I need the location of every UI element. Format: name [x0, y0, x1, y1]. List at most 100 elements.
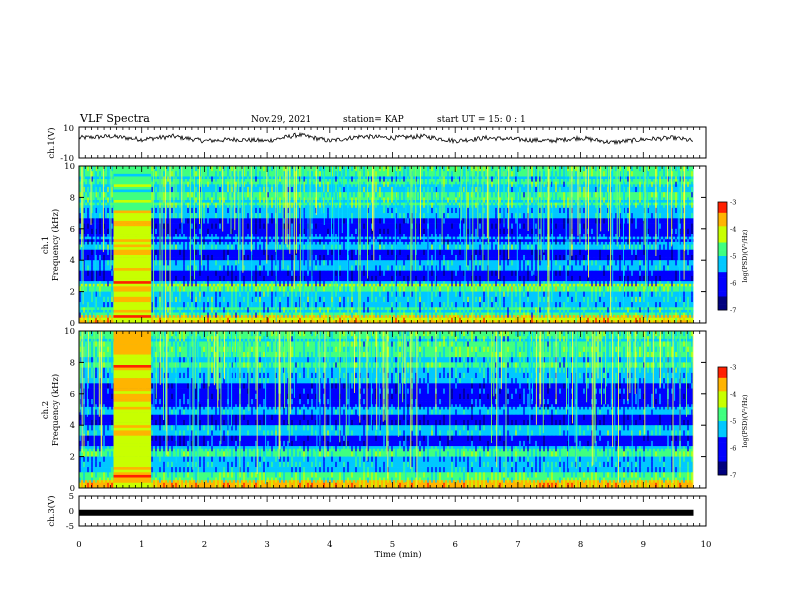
sferic-spike — [394, 166, 396, 311]
spectrogram-cell — [335, 207, 337, 214]
spectrogram-cell — [151, 197, 153, 203]
spectrogram-cell — [247, 207, 249, 214]
spectrogram-cell — [163, 223, 165, 229]
spectrogram-cell — [303, 302, 305, 308]
spectrogram-cell — [323, 281, 325, 287]
spectrogram-cell — [187, 265, 189, 271]
spectrogram-cell — [227, 228, 229, 235]
spectrogram-cell — [195, 270, 197, 276]
spectrogram-cell — [315, 260, 317, 266]
spectrogram-cell — [491, 171, 493, 177]
spectrogram-cell — [635, 291, 637, 297]
spectrogram-cell — [247, 181, 249, 187]
spectrogram-cell — [463, 181, 465, 187]
spectrogram-cell — [431, 228, 433, 235]
spectrogram-cell — [287, 265, 289, 271]
spectrogram-cell — [439, 281, 441, 287]
spectrogram-cell — [227, 181, 229, 187]
spectrogram-cell — [231, 302, 233, 308]
sferic-spike — [275, 166, 277, 322]
spectrogram-cell — [211, 213, 213, 219]
spectrogram-cell — [331, 317, 333, 323]
spectrogram-cell — [539, 218, 541, 224]
spectrogram-cell — [639, 265, 641, 271]
spectrogram-cell — [303, 249, 305, 255]
spectrogram-cell — [555, 260, 557, 266]
spectrogram-cell — [635, 312, 637, 318]
spectrogram-cell — [187, 234, 189, 240]
spectrogram-cell — [523, 312, 525, 318]
spectrogram-cell — [179, 286, 181, 292]
spectrogram-cell — [407, 244, 409, 250]
spectrogram-cell — [675, 234, 677, 240]
spectrogram-cell — [351, 166, 353, 172]
spectrogram-cell — [675, 171, 677, 177]
spectrogram-cell — [179, 192, 181, 198]
spectrogram-cell — [339, 302, 341, 308]
spectrogram-cell — [351, 192, 353, 198]
spectrogram-cell — [671, 291, 673, 297]
spectrogram-cell — [219, 286, 221, 292]
spectrogram-cell — [599, 302, 601, 308]
spectrogram-cell — [183, 286, 185, 292]
spectrogram-cell — [383, 202, 385, 208]
spectrogram-cell — [463, 260, 465, 266]
spectrogram-cell — [607, 260, 609, 266]
spectrogram-cell — [631, 291, 633, 297]
spectrogram-cell — [271, 281, 273, 287]
spectrogram-cell — [243, 213, 245, 219]
spectrogram-cell — [151, 228, 153, 235]
spectrogram-cell — [511, 265, 513, 271]
spectrogram-cell — [263, 270, 265, 276]
spectrogram-cell — [203, 286, 205, 292]
spectrogram-cell — [583, 317, 585, 323]
spectrogram-cell — [407, 202, 409, 208]
spectrogram-cell — [499, 223, 501, 229]
spectrogram-cell — [687, 296, 689, 303]
spectrogram-cell — [167, 249, 169, 255]
spectrogram-cell — [251, 312, 253, 318]
spectrogram-cell — [247, 202, 249, 208]
spectrogram-cell — [231, 317, 233, 323]
spectrogram-cell — [439, 197, 441, 203]
spectrogram-cell — [619, 228, 621, 235]
spectrogram-cell — [295, 296, 297, 303]
spectrogram-cell — [439, 260, 441, 266]
spectrogram-cell — [195, 244, 197, 250]
spectrogram-cell — [163, 307, 165, 313]
spectrogram-cell — [375, 181, 377, 187]
spectrogram-cell — [271, 171, 273, 177]
spectrogram-cell — [559, 286, 561, 292]
spectrogram-cell — [691, 296, 693, 303]
spectrogram-cell — [155, 307, 157, 313]
spectrogram-cell — [431, 244, 433, 250]
spectrogram-cell — [423, 254, 425, 261]
spectrogram-cell — [603, 249, 605, 255]
spectrogram-cell — [279, 296, 281, 303]
spectrogram-cell — [499, 317, 501, 323]
spectrogram-cell — [435, 286, 437, 292]
spectrogram-cell — [87, 218, 89, 224]
spectrogram-cell — [151, 286, 153, 292]
spectrogram-cell — [639, 244, 641, 250]
spectrogram-cell — [155, 228, 157, 235]
spectrogram-cell — [503, 302, 505, 308]
spectrogram-cell — [367, 291, 369, 297]
spectrogram-cell — [259, 171, 261, 177]
spectrogram-cell — [279, 249, 281, 255]
spectrogram-cell — [691, 244, 693, 250]
spectrogram-cell — [187, 275, 189, 282]
spectrogram-cell — [167, 186, 169, 193]
spectrogram-cell — [363, 239, 365, 245]
spectrogram-cell — [307, 275, 309, 282]
spectrogram-cell — [467, 254, 469, 261]
sferic-spike — [482, 166, 484, 271]
spectrogram-cell — [479, 213, 481, 219]
spectrogram-cell — [387, 228, 389, 235]
spectrogram-cell — [575, 302, 577, 308]
spectrogram-cell — [195, 186, 197, 193]
spectrogram-cell — [447, 223, 449, 229]
spectrogram-cell — [203, 234, 205, 240]
spectrogram-cell — [359, 317, 361, 323]
spectrogram-cell — [379, 275, 381, 282]
